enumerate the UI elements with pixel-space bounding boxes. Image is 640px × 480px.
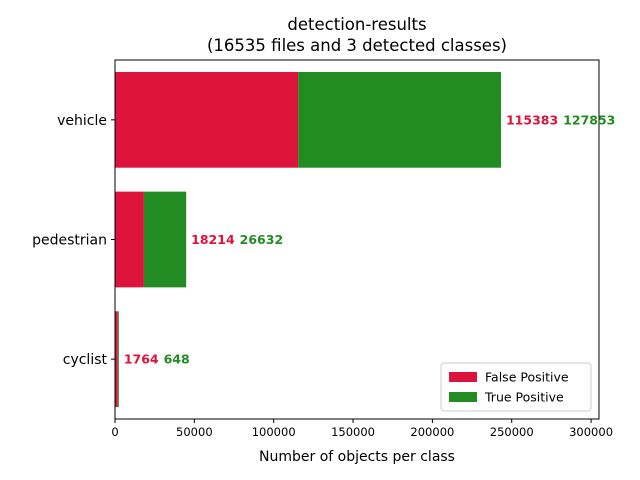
data-label-cyclist-false-positive: 1764 bbox=[124, 352, 159, 367]
legend-swatch bbox=[449, 392, 477, 402]
y-tick-label: vehicle bbox=[57, 113, 107, 129]
legend: False Positive True Positive bbox=[440, 362, 592, 412]
y-tick-label: pedestrian bbox=[32, 233, 107, 249]
x-tick-label: 300000 bbox=[569, 425, 613, 439]
data-label-pedestrian-false-positive: 18214 bbox=[191, 232, 235, 247]
x-tick-label: 100000 bbox=[252, 425, 296, 439]
x-tick-label: 150000 bbox=[331, 425, 375, 439]
data-label-pedestrian-true-positive: 26632 bbox=[240, 232, 284, 247]
legend-label: True Positive bbox=[484, 390, 564, 405]
bar-vehicle-true-positive bbox=[298, 71, 501, 168]
x-axis-label: Number of objects per class bbox=[259, 449, 455, 465]
y-tick-label: cyclist bbox=[63, 352, 108, 368]
bar-cyclist-true-positive bbox=[117, 311, 119, 408]
chart-title: detection-results bbox=[287, 15, 426, 34]
y-axis: vehicle pedestrian cyclist bbox=[32, 113, 115, 368]
x-tick-label: 250000 bbox=[490, 425, 534, 439]
bar-cyclist-false-positive bbox=[115, 311, 118, 408]
legend-label: False Positive bbox=[485, 370, 569, 385]
x-axis: 0 50000 100000 150000 200000 250000 300000 bbox=[111, 419, 613, 439]
chart-subtitle: (16535 files and 3 detected classes) bbox=[207, 36, 507, 55]
bars-layer bbox=[115, 71, 501, 408]
legend-swatch bbox=[449, 372, 477, 382]
data-label-vehicle-false-positive: 115383 bbox=[506, 112, 558, 127]
data-label-cyclist-true-positive: 648 bbox=[164, 352, 190, 367]
x-tick-label: 50000 bbox=[176, 425, 213, 439]
bar-pedestrian-true-positive bbox=[143, 191, 187, 288]
x-tick-label: 200000 bbox=[410, 425, 454, 439]
legend-frame bbox=[440, 362, 592, 412]
x-tick-label: 0 bbox=[111, 425, 118, 439]
bar-vehicle-false-positive bbox=[115, 71, 299, 168]
data-labels: 115383 127853 18214 26632 1764 648 bbox=[124, 112, 616, 366]
data-label-vehicle-true-positive: 127853 bbox=[563, 112, 615, 127]
bar-pedestrian-false-positive bbox=[115, 191, 144, 288]
